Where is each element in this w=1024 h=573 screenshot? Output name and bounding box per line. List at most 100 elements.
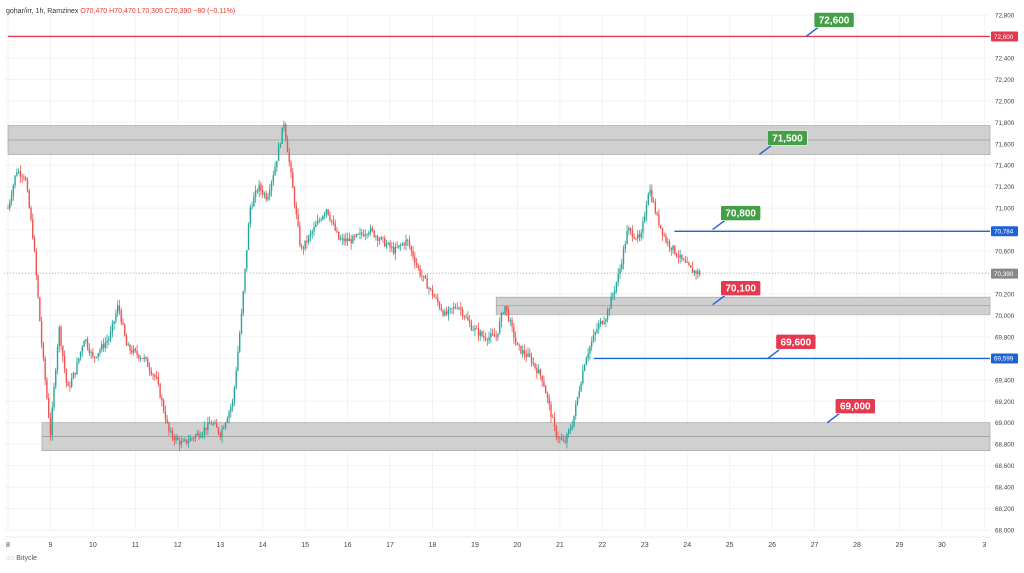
candle-body (564, 441, 566, 443)
candle-body (601, 321, 603, 324)
price-tick-label: 68,200 (995, 506, 1015, 513)
candle-body (338, 231, 340, 240)
candle-body (585, 357, 588, 365)
candle-body (511, 320, 513, 327)
candle-body (359, 232, 361, 235)
candle-body (550, 404, 552, 418)
candle-body (118, 305, 121, 311)
candle-body (392, 246, 395, 254)
candle-body (93, 356, 96, 358)
price-tick-label: 71,800 (995, 120, 1015, 127)
level-label-pointer (805, 26, 819, 38)
candle-body (286, 138, 289, 153)
candle-body (622, 248, 625, 264)
candle-body (58, 327, 60, 347)
candle-body (78, 358, 80, 363)
candle-body (101, 344, 103, 350)
candle-body (373, 230, 375, 237)
candle-body (231, 400, 234, 407)
candle-body (629, 228, 632, 231)
candle-body (30, 207, 32, 220)
candle-body (454, 306, 457, 308)
price-axis[interactable]: 72,800 72,600 72,400 72,200 72,000 71,800 71,6… (991, 13, 1018, 535)
price-tick-label: 71,200 (995, 184, 1015, 191)
candle-body (636, 234, 639, 239)
candle-body (12, 185, 15, 196)
candle-body (546, 393, 549, 398)
candle-body (433, 295, 435, 298)
candle-body (346, 238, 349, 242)
candle-body (424, 275, 427, 279)
candle-body (216, 423, 218, 428)
candle-body (262, 190, 264, 195)
candle-body (299, 226, 301, 246)
candle-body (244, 268, 246, 292)
candle-body (645, 205, 648, 216)
brand-logo-icon: ◌◌ (6, 555, 15, 562)
time-axis[interactable]: 8 9 10 11 12 13 14 15 16 17 18 19 20 21 22 23 24 25 26 27 28… (4, 536, 990, 549)
candle-body (55, 369, 57, 387)
level-label-text: 71,500 (772, 133, 803, 144)
level-label-box (720, 205, 761, 221)
candle-body (168, 422, 170, 432)
level-label-pointer (758, 144, 772, 156)
candle-body (341, 238, 343, 240)
candle-body (559, 437, 561, 439)
symbol-title: gohar/irr, 1h, Ramzinex (6, 8, 79, 15)
candle-body (497, 333, 499, 338)
candle-body (407, 239, 409, 241)
candle-body (610, 296, 612, 309)
candle-body (532, 363, 535, 365)
candle-body (483, 335, 485, 338)
candle-body (534, 363, 536, 368)
price-tick-label: 70,200 (995, 291, 1015, 298)
candle-body (352, 236, 354, 244)
candle-body (24, 177, 27, 181)
brand-name: Bitycle (16, 555, 37, 562)
candle-body (161, 397, 163, 401)
candle-body (171, 431, 174, 438)
candle-body (437, 297, 439, 303)
candle-body (109, 332, 112, 339)
price-tick-label: 69,000 (995, 420, 1015, 427)
horizontal-level-lines (4, 35, 990, 360)
candle-body (371, 228, 374, 231)
candle-body (104, 342, 106, 348)
candle-body (520, 345, 522, 354)
candle-body (647, 194, 649, 206)
candle-body (92, 352, 94, 357)
candle-body (442, 310, 444, 316)
price-tick-label: 68,400 (995, 485, 1015, 492)
candle-body (608, 308, 611, 311)
candle-body (148, 366, 151, 371)
candle-body (131, 350, 133, 353)
candle-body (583, 364, 586, 371)
price-tag-box (991, 268, 1018, 279)
candle-body (364, 234, 366, 236)
price-tick-label: 71,400 (995, 163, 1015, 170)
candle-body (208, 422, 211, 424)
candle-body (74, 372, 76, 374)
candle-body (613, 290, 616, 295)
candle-body (254, 190, 257, 197)
candle-body (37, 275, 39, 298)
candle-body (557, 437, 559, 439)
candle-body (281, 127, 283, 144)
candle-body (465, 317, 467, 319)
candle-body (332, 221, 335, 224)
candle-body (569, 429, 572, 431)
time-tick-label: 15 (301, 542, 309, 549)
candle-body (527, 353, 529, 357)
price-tick-label: 70,600 (995, 249, 1015, 256)
candle-body (277, 146, 280, 161)
candle-body (256, 190, 259, 192)
candle-body (677, 256, 680, 258)
close-value: C70,390 (164, 8, 192, 15)
candle-body (79, 351, 82, 359)
time-tick-label: 19 (471, 542, 479, 549)
candle-body (405, 239, 407, 246)
candle-body (288, 152, 290, 163)
price-tag-text: 69,599 (994, 356, 1014, 363)
